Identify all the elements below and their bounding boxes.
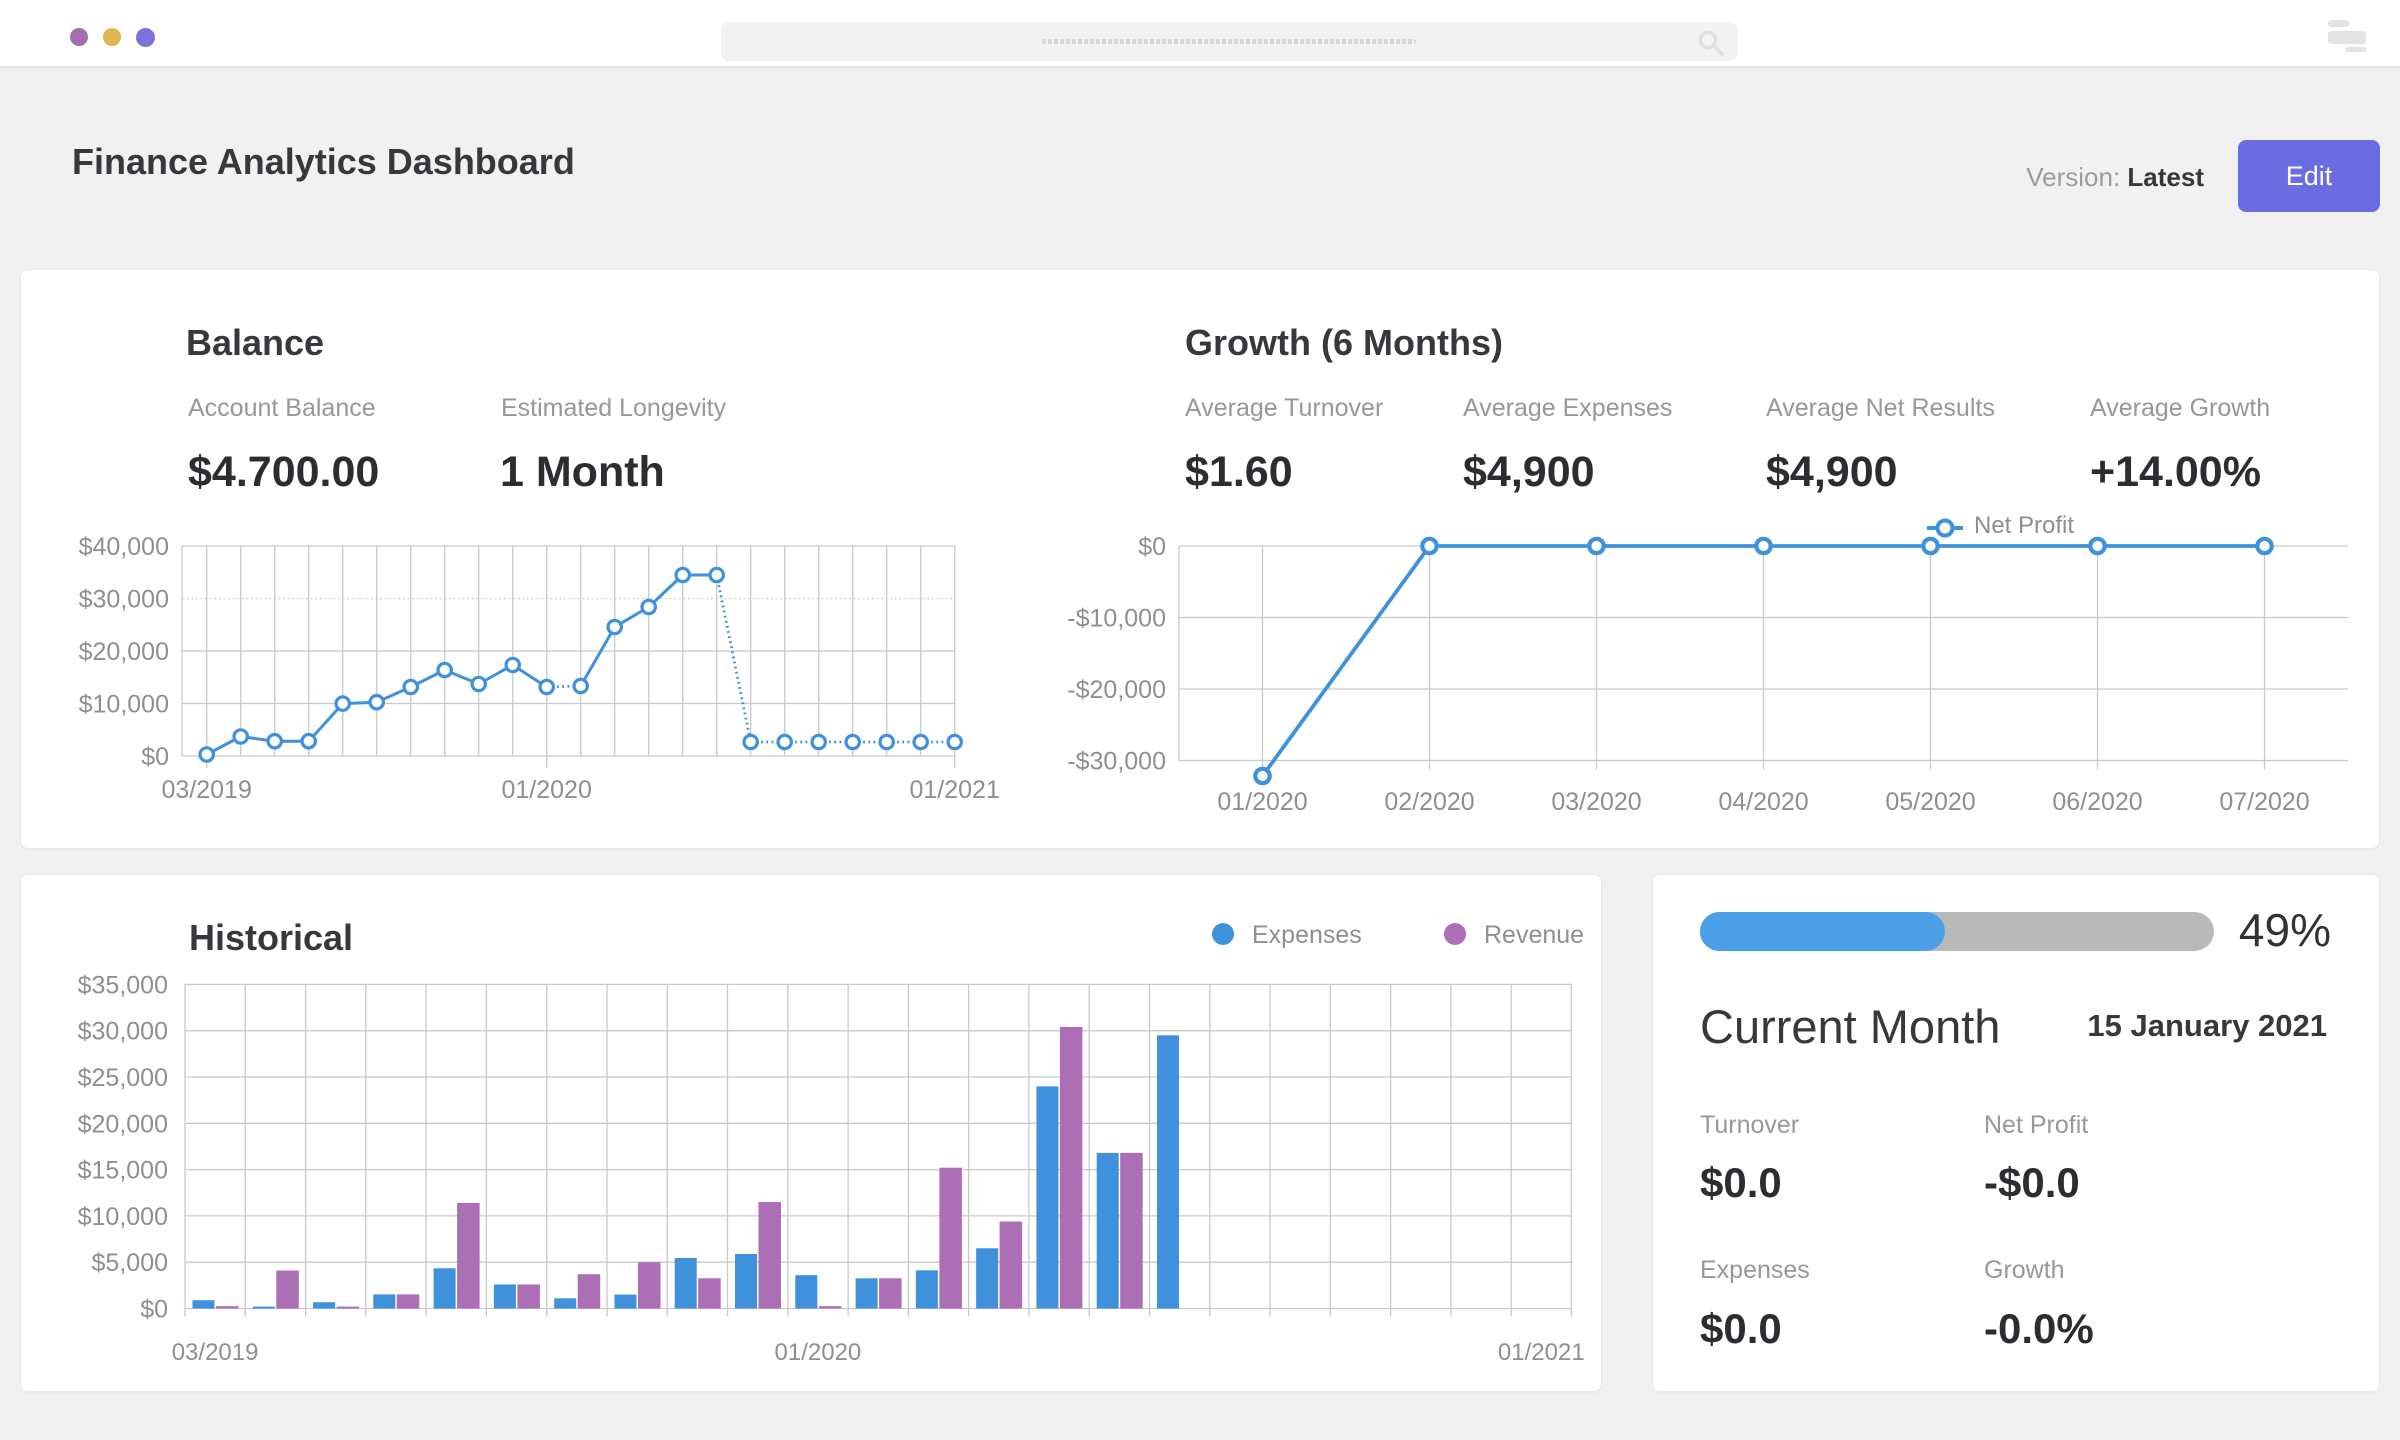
svg-text:05/2020: 05/2020 (1885, 788, 1975, 816)
svg-text:$15,000: $15,000 (78, 1157, 168, 1185)
svg-text:$30,000: $30,000 (79, 586, 169, 614)
svg-text:$0: $0 (140, 1296, 168, 1324)
svg-text:-$20,000: -$20,000 (1067, 676, 1166, 704)
svg-text:$30,000: $30,000 (78, 1018, 168, 1046)
svg-text:$25,000: $25,000 (78, 1064, 168, 1092)
svg-text:07/2020: 07/2020 (2219, 788, 2309, 816)
svg-text:01/2021: 01/2021 (1498, 1339, 1585, 1366)
svg-text:03/2020: 03/2020 (1551, 788, 1641, 816)
svg-text:$0: $0 (141, 743, 169, 771)
svg-text:01/2020: 01/2020 (775, 1339, 862, 1366)
svg-text:$10,000: $10,000 (79, 691, 169, 719)
svg-text:$20,000: $20,000 (78, 1110, 168, 1138)
svg-text:-$10,000: -$10,000 (1067, 605, 1166, 633)
svg-text:01/2020: 01/2020 (1217, 788, 1307, 816)
svg-text:-$30,000: -$30,000 (1067, 748, 1166, 776)
svg-text:$20,000: $20,000 (79, 638, 169, 666)
svg-text:$40,000: $40,000 (79, 533, 169, 561)
svg-text:03/2019: 03/2019 (162, 776, 252, 804)
svg-text:01/2020: 01/2020 (502, 776, 592, 804)
svg-text:03/2019: 03/2019 (172, 1339, 259, 1366)
svg-text:04/2020: 04/2020 (1718, 788, 1808, 816)
svg-text:02/2020: 02/2020 (1384, 788, 1474, 816)
svg-text:$10,000: $10,000 (78, 1203, 168, 1231)
svg-text:$0: $0 (1138, 533, 1166, 561)
svg-text:06/2020: 06/2020 (2052, 788, 2142, 816)
svg-text:$5,000: $5,000 (92, 1249, 168, 1277)
svg-text:01/2021: 01/2021 (910, 776, 1000, 804)
svg-text:$35,000: $35,000 (78, 971, 168, 999)
